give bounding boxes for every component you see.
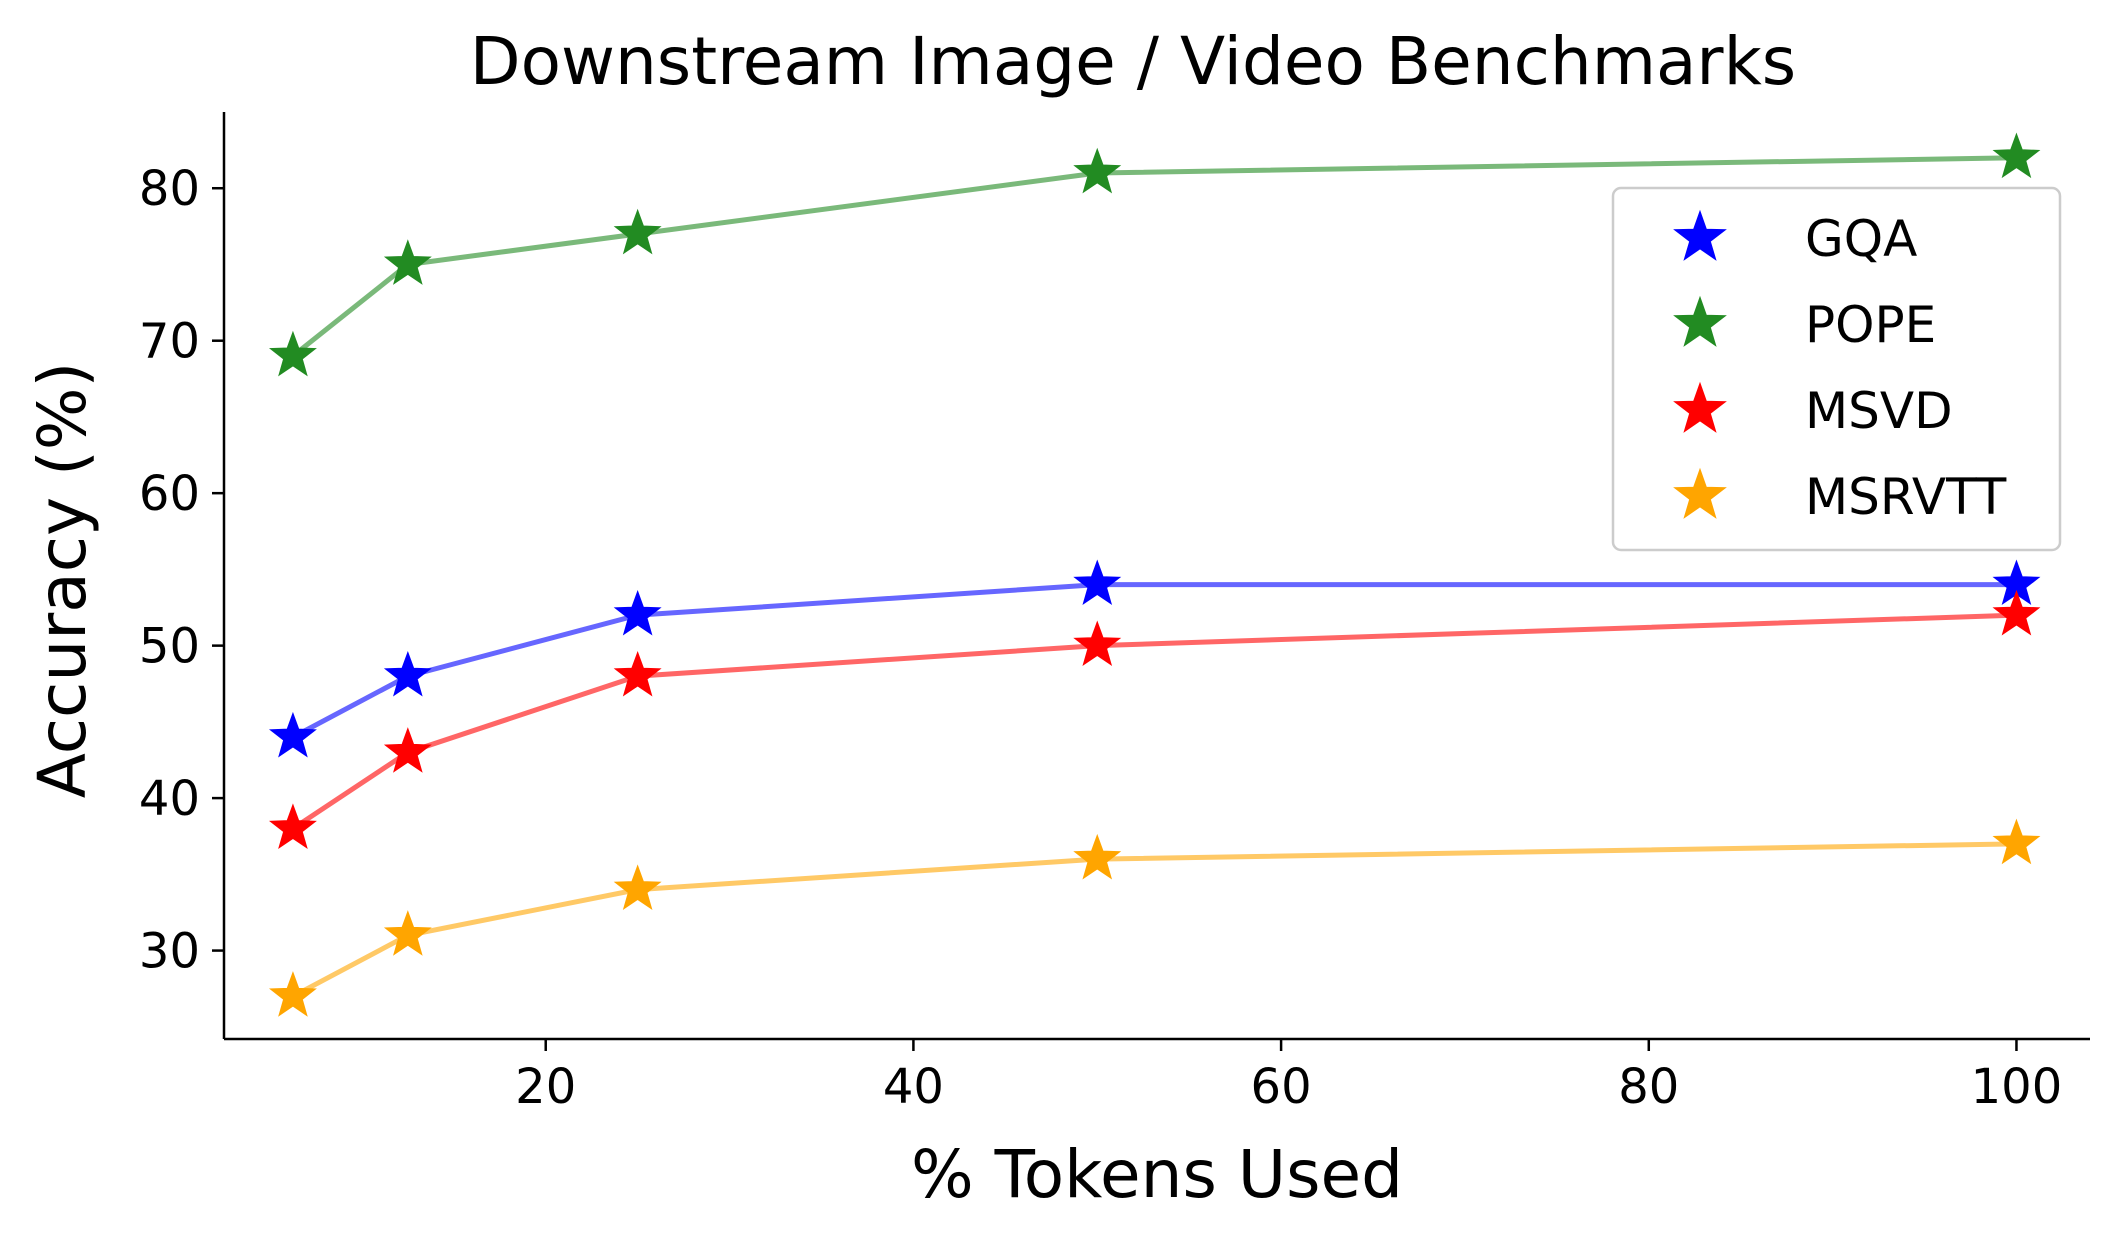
y-tick-label: 40 bbox=[139, 771, 200, 827]
series-line-gqa bbox=[291, 582, 2017, 740]
data-point-gqa bbox=[268, 711, 317, 758]
data-point-msrvtt bbox=[1073, 833, 1122, 880]
series-layer bbox=[268, 132, 2041, 1017]
data-point-msrvtt bbox=[1992, 818, 2041, 865]
data-point-msvd bbox=[613, 650, 662, 697]
data-point-gqa bbox=[613, 589, 662, 636]
series-line-msvd bbox=[291, 612, 2017, 831]
x-tick-label: 100 bbox=[1971, 1059, 2063, 1115]
legend-box bbox=[1611, 186, 2062, 552]
series-msvd bbox=[268, 589, 2041, 849]
legend-label-gqa: GQA bbox=[1805, 210, 1917, 268]
legend-label-msrvtt: MSRVTT bbox=[1805, 468, 2007, 526]
data-point-pope bbox=[268, 330, 317, 377]
data-point-pope bbox=[383, 239, 432, 285]
data-point-msvd bbox=[1992, 589, 2041, 636]
legend-marker-gqa bbox=[1673, 209, 1727, 261]
data-point-pope bbox=[1992, 132, 2041, 179]
chart-title: Downstream Image / Video Benchmarks bbox=[470, 23, 1796, 100]
y-tick-label: 70 bbox=[139, 314, 200, 370]
series-line-msrvtt bbox=[291, 841, 2017, 999]
data-point-msrvtt bbox=[268, 971, 317, 1017]
y-tick-label: 60 bbox=[139, 466, 200, 522]
series-gqa bbox=[268, 559, 2041, 758]
y-tick-label: 30 bbox=[139, 924, 200, 980]
series-msrvtt bbox=[268, 818, 2041, 1017]
data-point-gqa bbox=[383, 650, 432, 697]
legend-marker-pope bbox=[1673, 295, 1727, 347]
legend-marker-msvd bbox=[1673, 381, 1727, 433]
data-point-pope bbox=[1073, 147, 1122, 194]
data-point-msvd bbox=[268, 803, 317, 849]
data-point-pope bbox=[613, 208, 662, 255]
x-ticks: 20 40 60 80 100 bbox=[515, 1039, 2062, 1115]
x-tick-label: 80 bbox=[1618, 1059, 1679, 1115]
y-axis-label: Accuracy (%) bbox=[24, 362, 101, 799]
data-point-gqa bbox=[1073, 559, 1122, 606]
legend: GQA POPE MSVD MSRVTT bbox=[1611, 186, 2062, 552]
x-tick-label: 60 bbox=[1251, 1059, 1312, 1115]
x-tick-label: 20 bbox=[515, 1059, 576, 1115]
x-axis-label: % Tokens Used bbox=[911, 1136, 1403, 1213]
y-tick-label: 50 bbox=[139, 619, 200, 675]
y-ticks: 30 40 50 60 70 80 bbox=[139, 161, 224, 980]
data-point-msvd bbox=[1073, 620, 1122, 667]
data-point-msrvtt bbox=[383, 910, 432, 956]
y-tick-label: 80 bbox=[139, 161, 200, 217]
series-pope bbox=[268, 132, 2041, 377]
legend-label-pope: POPE bbox=[1805, 296, 1936, 354]
data-point-msvd bbox=[383, 727, 432, 773]
data-point-msrvtt bbox=[613, 864, 662, 910]
x-tick-label: 40 bbox=[883, 1059, 944, 1115]
legend-label-msvd: MSVD bbox=[1805, 382, 1953, 440]
legend-marker-msrvtt bbox=[1673, 467, 1727, 519]
